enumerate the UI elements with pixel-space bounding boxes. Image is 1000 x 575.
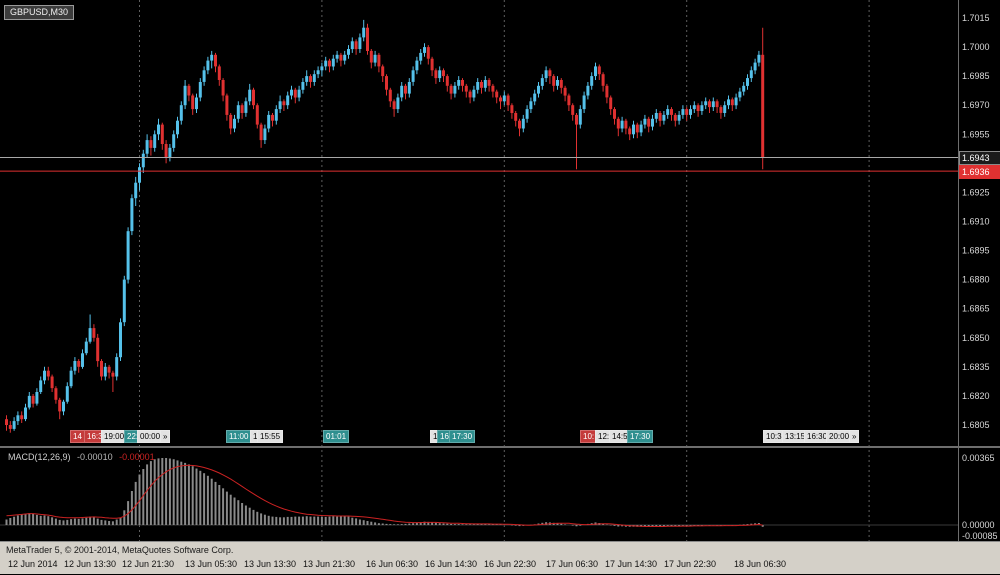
macd-main-value: -0.00010 <box>77 452 113 462</box>
svg-text:1.7015: 1.7015 <box>962 13 990 23</box>
event-badge[interactable]: 14:5 <box>609 430 631 443</box>
time-axis-labels: 12 Jun 2014 12 Jun 13:30 12 Jun 21:30 13 Ju… <box>0 542 1000 575</box>
price-axis[interactable]: 1.70151.70001.69851.69701.69551.69401.69… <box>962 13 990 430</box>
svg-text:1.6835: 1.6835 <box>962 362 990 372</box>
time-axis-label: 16 Jun 22:30 <box>484 559 537 569</box>
copyright-text: MetaTrader 5, © 2001-2014, MetaQuotes So… <box>6 545 234 555</box>
svg-text:1.6895: 1.6895 <box>962 246 990 256</box>
ask-price-tag: 1.6936 <box>959 165 1000 179</box>
event-badge[interactable]: 14 <box>70 430 85 443</box>
event-badge[interactable]: 12: <box>595 430 613 443</box>
svg-text:1.6865: 1.6865 <box>962 304 990 314</box>
event-badge[interactable]: 13:15 <box>782 430 809 443</box>
time-axis-label: 17 Jun 14:30 <box>605 559 658 569</box>
day-separators <box>139 0 870 541</box>
svg-text:1.6850: 1.6850 <box>962 333 990 343</box>
time-axis-label: 17 Jun 22:30 <box>664 559 717 569</box>
event-badge[interactable]: » <box>849 430 860 443</box>
svg-text:0.00365: 0.00365 <box>962 453 995 463</box>
symbol-timeframe-label: GBPUSD,M30 <box>4 5 75 20</box>
chart-canvas[interactable]: 1.70151.70001.69851.69701.69551.69401.69… <box>0 0 1000 541</box>
time-axis-label: 18 Jun 06:30 <box>734 559 787 569</box>
macd-indicator-label: MACD(12,26,9) -0.00010 -0.00001 <box>8 452 155 462</box>
macd-signal-value: -0.00001 <box>119 452 155 462</box>
svg-text:1.6880: 1.6880 <box>962 275 990 285</box>
time-axis-label: 13 Jun 13:30 <box>244 559 297 569</box>
macd-panel[interactable]: 0.00365 0.00000-0.00085 <box>0 453 998 541</box>
svg-text:1.6910: 1.6910 <box>962 216 990 226</box>
macd-name: MACD(12,26,9) <box>8 452 71 462</box>
time-axis-label: 13 Jun 21:30 <box>303 559 356 569</box>
event-badge[interactable]: 16:30 <box>804 430 831 443</box>
bid-price-tag: 1.6943 <box>959 151 1000 165</box>
time-axis-label: 16 Jun 06:30 <box>366 559 419 569</box>
bid-ask-lines <box>0 157 958 172</box>
time-axis-label: 12 Jun 2014 <box>8 559 58 569</box>
event-badge[interactable]: 19:00 <box>101 430 128 443</box>
time-axis-label: 13 Jun 05:30 <box>185 559 238 569</box>
candlesticks[interactable] <box>5 19 765 433</box>
event-badges-row: 14 16:3 19:00 22: 00:00» 11:00 1 15:55 01:01 1 16 1… <box>0 430 958 443</box>
time-axis-bar[interactable]: MetaTrader 5, © 2001-2014, MetaQuotes So… <box>0 541 1000 574</box>
time-axis-label: 16 Jun 14:30 <box>425 559 478 569</box>
svg-text:1.6820: 1.6820 <box>962 391 990 401</box>
svg-text:0.00000: 0.00000 <box>962 520 995 530</box>
event-badge[interactable]: 17:30 <box>627 430 654 443</box>
svg-text:1.6970: 1.6970 <box>962 100 990 110</box>
event-badge[interactable]: 01:01 <box>323 430 350 443</box>
time-axis-label: 17 Jun 06:30 <box>546 559 599 569</box>
event-badge[interactable]: 11:00 <box>226 430 252 443</box>
svg-text:1.6805: 1.6805 <box>962 420 990 430</box>
time-axis-label: 12 Jun 21:30 <box>122 559 175 569</box>
svg-text:1.6985: 1.6985 <box>962 71 990 81</box>
svg-text:1.6955: 1.6955 <box>962 129 990 139</box>
svg-text:1.7000: 1.7000 <box>962 42 990 52</box>
event-badge[interactable]: 15:55 <box>257 430 284 443</box>
event-badge[interactable]: 17:30 <box>449 430 476 443</box>
time-axis-label: 12 Jun 13:30 <box>64 559 117 569</box>
svg-text:-0.00085: -0.00085 <box>962 531 998 541</box>
panel-divider[interactable] <box>0 446 1000 448</box>
svg-text:1.6925: 1.6925 <box>962 187 990 197</box>
event-badge[interactable]: » <box>160 430 171 443</box>
